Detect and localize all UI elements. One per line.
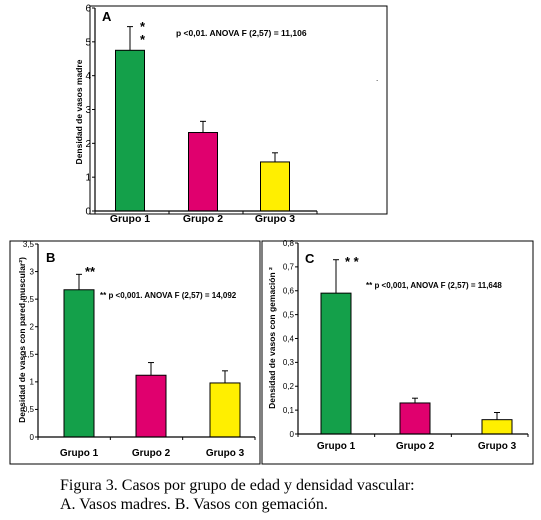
panel-c-label: C: [305, 251, 315, 266]
panel-c-y-axis-label: Densidad de vasos con gemación ²: [267, 267, 277, 409]
panel-c-y-tick-label-3: 0,3: [283, 358, 295, 367]
panel-a-significance-1: *: [140, 19, 146, 34]
panel-a-label: A: [102, 9, 112, 24]
caption-line-2: A. Vasos madres. B. Vasos con gemación.: [60, 496, 328, 513]
chart-panel-a: A p <0,01. ANOVA F (2,57) = 11,106 Densi…: [74, 4, 388, 225]
panel-b-y-tick-label-4: 2: [30, 323, 35, 332]
panel-b-x-tick-label-2: Grupo 2: [132, 448, 171, 459]
panel-c-bar-1: [320, 292, 352, 435]
panel-c-x-tick-label-2: Grupo 2: [396, 441, 435, 452]
panel-c-bar-2: [399, 402, 431, 435]
panel-b-bar-3: [209, 382, 241, 438]
panel-c-y-tick-label-7: 0,7: [283, 263, 295, 272]
panel-b-y-tick-label-5: 2,5: [23, 295, 35, 304]
panel-b-y-tick-label-0: 0: [30, 433, 35, 442]
panel-b-x-tick-label-1: Grupo 1: [60, 448, 99, 459]
panel-a-y-tick-label-2: 2: [85, 139, 91, 150]
panel-c-y-tick-label-0: 0: [290, 430, 295, 439]
panel-a-bar-2: [188, 132, 218, 212]
panel-c-frame: [261, 240, 534, 465]
panel-a-bar-1: [115, 49, 145, 212]
panel-c-x-tick-label-1: Grupo 1: [317, 441, 356, 452]
panel-c-y-tick-label-4: 0,4: [283, 334, 295, 343]
panel-b-y-tick-label-1: 0,5: [23, 405, 35, 414]
panel-c-annotation: ** p <0,001, ANOVA F (2,57) = 11,648: [366, 281, 502, 290]
chart-panel-b: B ** p <0,001. ANOVA F (2,57) = 14,092 D…: [9, 240, 261, 465]
panel-a-x-tick-label-3: Grupo 3: [255, 213, 295, 225]
panel-a-y-tick-label-6: 6: [85, 4, 91, 15]
panel-c-y-tick-label-8: 0,8: [283, 239, 295, 248]
panel-a-x-tick-label-2: Grupo 2: [183, 213, 223, 225]
panel-b-bar-1: [63, 289, 95, 438]
chart-panel-c: C ** p <0,001, ANOVA F (2,57) = 11,648 D…: [261, 239, 534, 465]
panel-b-frame: [9, 240, 261, 465]
panel-a-y-tick-label-1: 1: [85, 173, 91, 184]
panel-a-stray-mark: .: [376, 74, 378, 83]
panel-a-significance-2: *: [140, 32, 146, 47]
panel-c-y-tick-label-5: 0,5: [283, 310, 295, 319]
panel-b-y-tick-label-6: 3: [30, 267, 35, 276]
panel-a-y-tick-label-3: 3: [85, 105, 91, 116]
panel-b-significance: **: [85, 264, 96, 279]
panel-c-significance: * *: [345, 254, 360, 269]
panel-a-x-tick-label-1: Grupo 1: [110, 213, 150, 225]
panel-a-frame: [89, 5, 388, 215]
panel-a-bar-3: [260, 161, 290, 212]
figure-canvas: A p <0,01. ANOVA F (2,57) = 11,106 Densi…: [9, 4, 534, 465]
panel-b-y-axis-label: Densidad de vasos con pared muscular²): [17, 257, 27, 423]
panel-b-y-tick-label-3: 1,5: [23, 350, 35, 359]
panel-c-y-tick-label-6: 0,6: [283, 287, 295, 296]
panel-a-y-tick-label-4: 4: [85, 71, 91, 82]
panel-b-y-tick-label-7: 3,5: [23, 240, 35, 249]
panel-a-annotation: p <0,01. ANOVA F (2,57) = 11,106: [176, 28, 307, 38]
panel-b-y-tick-label-2: 1: [30, 378, 35, 387]
panel-a-y-axis-label: Densidad de vasos madre: [74, 59, 84, 164]
panel-b-annotation: ** p <0,001. ANOVA F (2,57) = 14,092: [100, 291, 237, 300]
panel-c-y-tick-label-2: 0,2: [283, 382, 295, 391]
panel-c-bar-3: [481, 419, 513, 435]
panel-b-label: B: [46, 250, 55, 265]
figure-caption: Figura 3. Casos por grupo de edad y dens…: [60, 476, 530, 514]
panel-a-y-tick-label-0: 0: [85, 207, 91, 218]
panel-c-x-tick-label-3: Grupo 3: [478, 441, 517, 452]
panel-b-x-tick-label-3: Grupo 3: [206, 448, 245, 459]
caption-line-1: Figura 3. Casos por grupo de edad y dens…: [60, 477, 415, 494]
panel-b-bar-2: [135, 374, 167, 438]
panel-a-y-tick-label-5: 5: [85, 37, 91, 48]
panel-c-y-tick-label-1: 0,1: [283, 406, 295, 415]
